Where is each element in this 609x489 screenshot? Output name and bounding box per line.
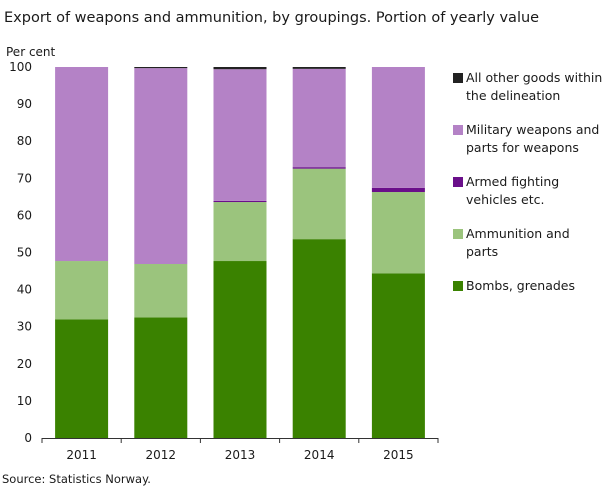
bar-segment-2012-1 — [134, 317, 188, 438]
y-axis: 0 10 20 30 40 50 60 70 80 90 100 — [9, 60, 32, 445]
bar-segment-2015-4 — [371, 67, 425, 188]
legend-label: parts for weapons — [466, 140, 579, 155]
bar-segment-2013-1 — [213, 261, 267, 438]
legend-swatch — [453, 73, 463, 83]
x-tick-label: 2011 — [66, 448, 97, 462]
legend-label: All other goods within — [466, 70, 602, 85]
bar-segment-2012-4 — [134, 68, 188, 265]
y-tick-label: 40 — [17, 283, 32, 297]
bar-segment-2013-3 — [213, 200, 267, 203]
bar-segment-2014-5 — [292, 67, 346, 69]
x-tick-label: 2012 — [146, 448, 177, 462]
bar-segment-2013-5 — [213, 67, 267, 70]
bar-segment-2015-3 — [371, 187, 425, 193]
y-tick-label: 60 — [17, 208, 32, 222]
bar-segment-2012-2 — [134, 264, 188, 318]
y-tick-label: 20 — [17, 357, 32, 371]
y-tick-label: 100 — [9, 60, 32, 74]
legend-swatch — [453, 229, 463, 239]
legend-label: vehicles etc. — [466, 192, 544, 207]
source-note: Source: Statistics Norway. — [2, 472, 151, 486]
legend-label: Military weapons and — [466, 122, 599, 137]
y-tick-label: 50 — [17, 246, 32, 260]
bar-segment-2014-1 — [292, 239, 346, 438]
bars — [55, 67, 425, 438]
bar-segment-2014-2 — [292, 168, 346, 240]
legend-swatch — [453, 281, 463, 291]
bar-segment-2011-1 — [55, 319, 109, 438]
legend-item: Military weapons and parts for weapons — [453, 122, 599, 155]
bar-segment-2015-2 — [371, 192, 425, 274]
y-axis-label: Per cent — [6, 45, 56, 59]
legend-label: parts — [466, 244, 498, 259]
bar-segment-2014-4 — [292, 68, 346, 168]
legend-label: Bombs, grenades — [466, 278, 575, 293]
y-tick-label: 10 — [17, 394, 32, 408]
bar-segment-2012-5 — [134, 67, 188, 69]
legend-item: Armed fighting vehicles etc. — [453, 174, 559, 207]
bar-segment-2014-3 — [292, 167, 346, 169]
legend-label: the delineation — [466, 88, 560, 103]
x-tick-label: 2014 — [304, 448, 335, 462]
x-tick-label: 2015 — [383, 448, 414, 462]
x-axis: 2011 2012 2013 2014 2015 — [41, 438, 439, 462]
legend-item: Bombs, grenades — [453, 278, 575, 293]
legend-label: Ammunition and — [466, 226, 570, 241]
legend-item: All other goods within the delineation — [453, 70, 602, 103]
legend: All other goods within the delineation Mil… — [453, 70, 602, 293]
y-tick-label: 80 — [17, 134, 32, 148]
y-tick-label: 30 — [17, 320, 32, 334]
bar-segment-2011-4 — [55, 67, 109, 262]
y-tick-label: 0 — [24, 431, 32, 445]
bar-segment-2013-2 — [213, 202, 267, 262]
x-tick-label: 2013 — [225, 448, 256, 462]
chart-title: Export of weapons and ammunition, by gro… — [4, 10, 539, 26]
legend-item: Ammunition and parts — [453, 226, 570, 259]
y-tick-label: 90 — [17, 97, 32, 111]
bar-segment-2013-4 — [213, 69, 267, 201]
bar-segment-2015-1 — [371, 273, 425, 438]
bar-segment-2011-2 — [55, 261, 109, 320]
legend-swatch — [453, 125, 463, 135]
legend-label: Armed fighting — [466, 174, 559, 189]
legend-swatch — [453, 177, 463, 187]
y-tick-label: 70 — [17, 171, 32, 185]
